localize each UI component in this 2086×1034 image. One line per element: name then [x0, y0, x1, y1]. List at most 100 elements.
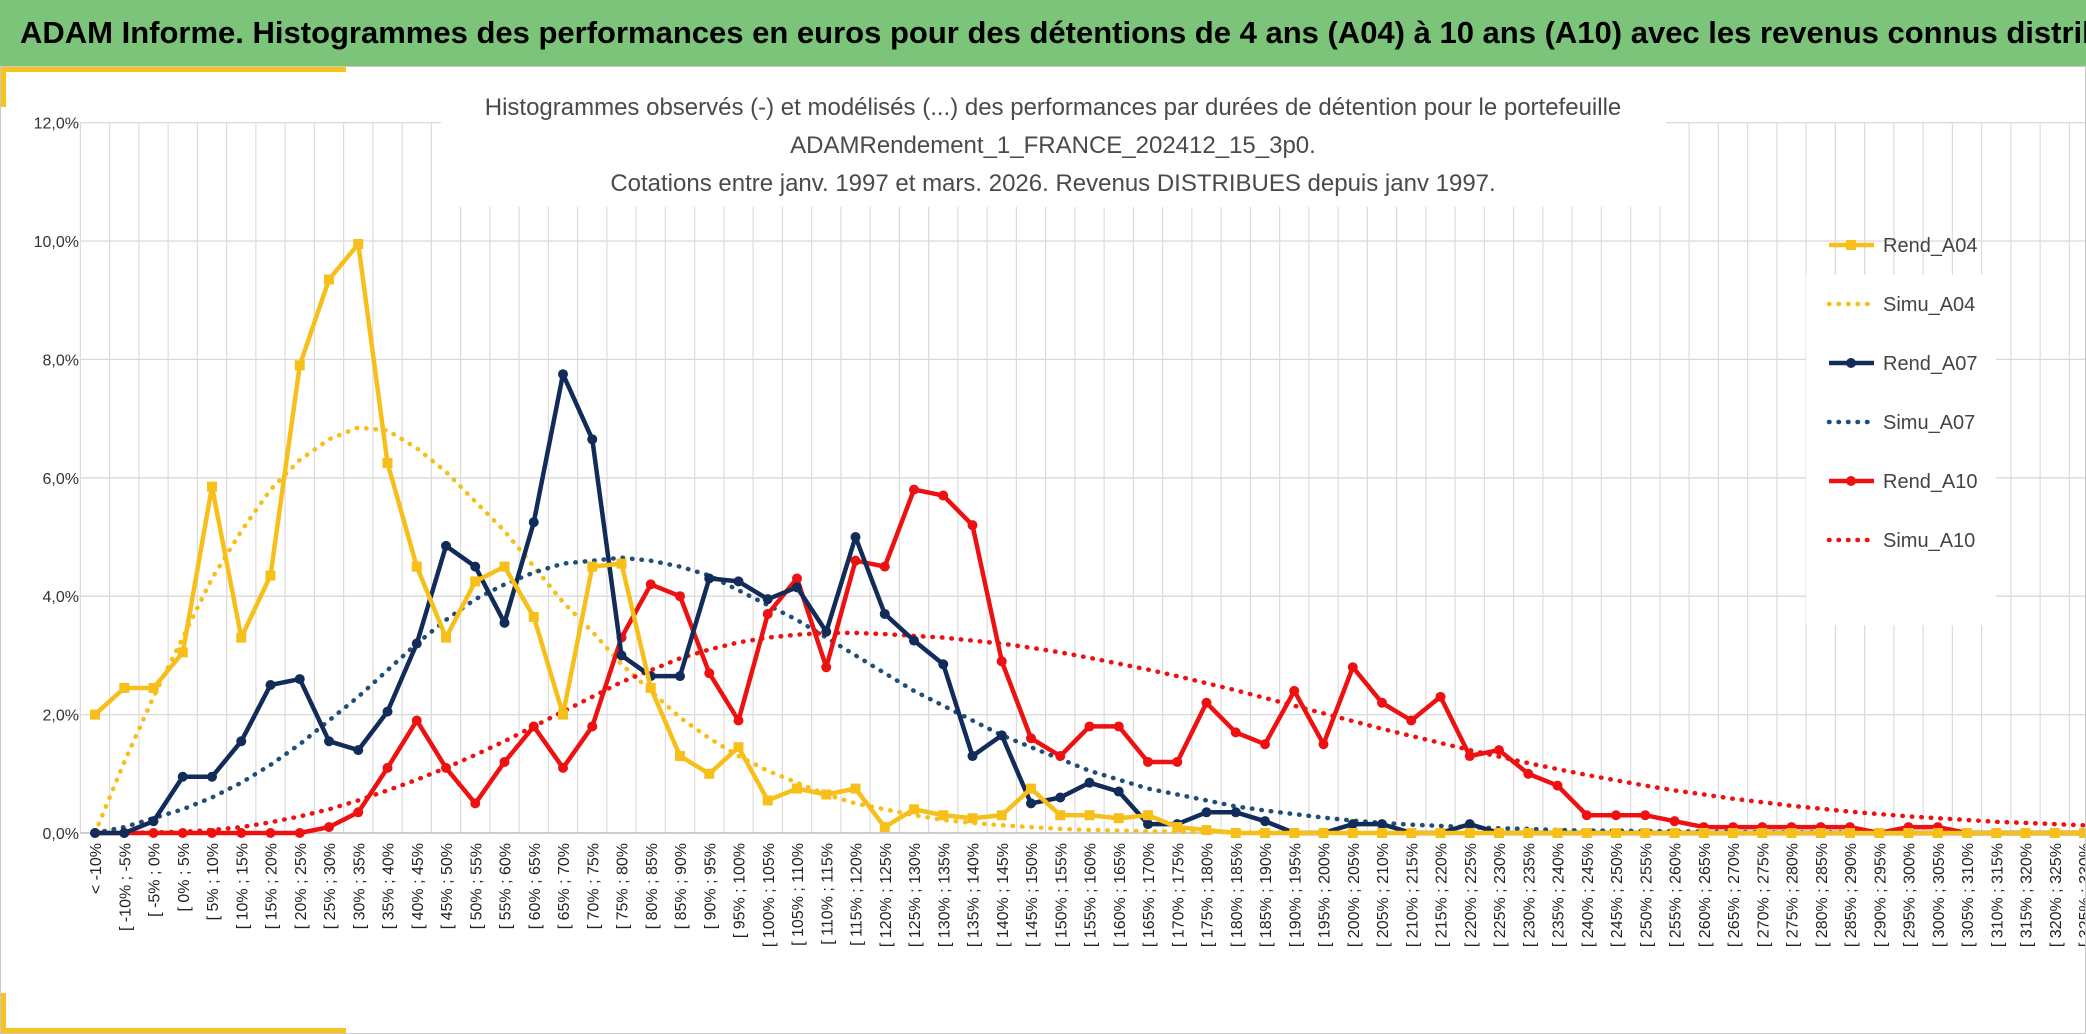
- legend-label: Rend_A07: [1883, 353, 1978, 375]
- data-point: [792, 582, 802, 593]
- series-lines: [90, 238, 2085, 838]
- data-point: [382, 706, 393, 717]
- series-line-Simu_A10: [92, 630, 2085, 836]
- histogram-chart: Histogrammes observés (-) et modélisés (…: [34, 87, 2085, 947]
- data-point: [1143, 756, 1153, 767]
- x-tick-label: [ 50% ; 55%: [468, 843, 485, 929]
- data-point: [382, 458, 393, 468]
- data-point: [1377, 697, 1387, 708]
- x-tick-label: [ 255% ; 260%: [1668, 843, 1685, 947]
- data-point: [1845, 828, 1855, 838]
- data-point: [470, 561, 481, 572]
- data-point: [1406, 828, 1417, 838]
- header-banner: ADAM Informe. Histogrammes des performan…: [0, 0, 2086, 66]
- series-line-Rend_A04: [93, 241, 2085, 836]
- data-point: [879, 561, 890, 572]
- series-line-Simu_A04: [92, 425, 2085, 836]
- data-point: [1260, 816, 1270, 827]
- x-tick-label: [ -5% ; 0%: [147, 843, 164, 917]
- data-point: [1026, 798, 1036, 809]
- data-point: [792, 783, 802, 794]
- corner-accent-bottom-left-v: [1, 993, 6, 1033]
- title-background: [441, 87, 1666, 207]
- data-point: [2049, 828, 2060, 838]
- data-point: [236, 632, 247, 643]
- corner-accent-top-left-v: [1, 67, 6, 107]
- data-point: [353, 807, 364, 818]
- data-point: [1932, 828, 1943, 838]
- data-point: [1201, 697, 1212, 708]
- data-point: [1113, 721, 1124, 732]
- data-point: [967, 520, 978, 531]
- data-point: [1055, 751, 1066, 762]
- data-point: [1377, 819, 1387, 830]
- x-tick-label: [ 100% ; 105%: [761, 843, 778, 947]
- y-tick-label: 2,0%: [43, 708, 79, 725]
- data-point: [1552, 828, 1563, 838]
- data-point: [1026, 783, 1036, 794]
- data-point: [938, 810, 949, 821]
- data-point: [645, 579, 656, 590]
- data-point: [762, 795, 773, 806]
- x-tick-label: [ 75% ; 80%: [615, 843, 632, 929]
- x-tick-label: [ 95% ; 100%: [732, 843, 749, 938]
- data-point: [1494, 828, 1504, 838]
- data-point: [1728, 828, 1738, 838]
- data-point: [236, 828, 247, 838]
- x-tick-label: [ 130% ; 135%: [936, 843, 953, 947]
- legend-item-Rend_A10: Rend_A10: [1829, 471, 1978, 493]
- data-point: [938, 490, 949, 501]
- x-tick-label: [ 135% ; 140%: [966, 843, 983, 947]
- data-point: [294, 674, 305, 685]
- x-tick-label: [ 295% ; 300%: [1902, 843, 1919, 947]
- data-point: [675, 591, 685, 602]
- data-point: [850, 555, 861, 566]
- data-point: [294, 828, 305, 838]
- data-point: [1318, 828, 1329, 838]
- data-point: [996, 730, 1007, 741]
- data-point: [704, 668, 715, 679]
- data-point: [1523, 768, 1534, 779]
- data-point: [1172, 756, 1183, 767]
- x-tick-label: [ 315% ; 320%: [2019, 843, 2036, 947]
- x-tick-label: [ 45% ; 50%: [439, 843, 456, 929]
- data-point: [1757, 828, 1768, 838]
- data-point: [850, 532, 861, 542]
- x-tick-label: [ 195% ; 200%: [1317, 843, 1334, 947]
- data-point: [148, 816, 159, 827]
- data-point: [675, 751, 685, 762]
- x-tick-label: [ 30% ; 35%: [351, 843, 368, 929]
- data-point: [1991, 828, 2002, 838]
- x-tick-label: [ 105% ; 110%: [790, 843, 807, 946]
- series-Simu_A10: [92, 630, 2085, 836]
- data-point: [499, 561, 510, 572]
- x-tick-label: [ 270% ; 275%: [1755, 843, 1772, 947]
- data-point: [821, 662, 832, 673]
- x-tick-label: [ 15% ; 20%: [264, 843, 281, 929]
- data-point: [850, 783, 861, 794]
- x-tick-label: [ 235% ; 240%: [1551, 843, 1568, 947]
- chart-title-line-2: ADAMRendement_1_FRANCE_202412_15_3p0.: [790, 132, 1316, 159]
- data-point: [499, 756, 510, 767]
- data-point: [236, 736, 247, 747]
- data-point: [1581, 810, 1592, 821]
- data-point: [879, 608, 890, 619]
- data-point: [909, 484, 919, 495]
- chart-title-line-3: Cotations entre janv. 1997 et mars. 2026…: [610, 170, 1495, 197]
- chart-title-line-1: Histogrammes observés (-) et modélisés (…: [485, 94, 1622, 121]
- x-tick-label: [ 285% ; 290%: [1843, 843, 1860, 947]
- data-point: [1464, 819, 1475, 830]
- x-tick-label: [ 230% ; 235%: [1521, 843, 1538, 947]
- data-point: [733, 576, 744, 587]
- data-point: [1435, 691, 1446, 702]
- data-point: [1318, 739, 1329, 750]
- data-point: [1874, 828, 1885, 838]
- x-tick-label: [ 200% ; 205%: [1346, 843, 1363, 947]
- data-point: [148, 682, 159, 693]
- data-point: [119, 828, 130, 838]
- data-point: [1143, 819, 1153, 830]
- data-point: [1201, 825, 1212, 836]
- x-tick-label: [ 220% ; 225%: [1463, 843, 1480, 947]
- x-tick-label: [ 80% ; 85%: [644, 843, 661, 929]
- grid-lines: [79, 121, 2085, 834]
